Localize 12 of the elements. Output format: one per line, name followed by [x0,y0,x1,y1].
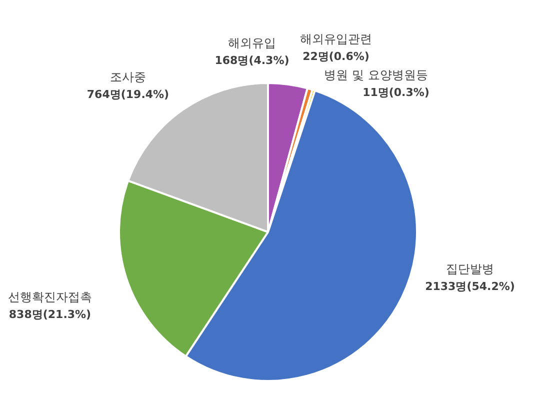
slice-label: 병원 및 요양병원등 [324,68,428,82]
data-label: 11명(0.3%) [362,86,430,99]
slice-label: 해외유입관련 [300,32,372,46]
data-label: 838명(21.3%) [8,308,92,321]
slice-label: 선행확진자접촉 [8,290,92,304]
slice-label: 해외유입 [228,36,276,50]
data-label: 764명(19.4%) [86,88,170,101]
slice-label: 집단발병 [446,262,494,276]
data-label: 168명(4.3%) [214,54,290,67]
data-label: 2133명(54.2%) [425,280,515,293]
slice-label: 조사중 [110,70,146,84]
data-label: 22명(0.6%) [302,50,370,63]
